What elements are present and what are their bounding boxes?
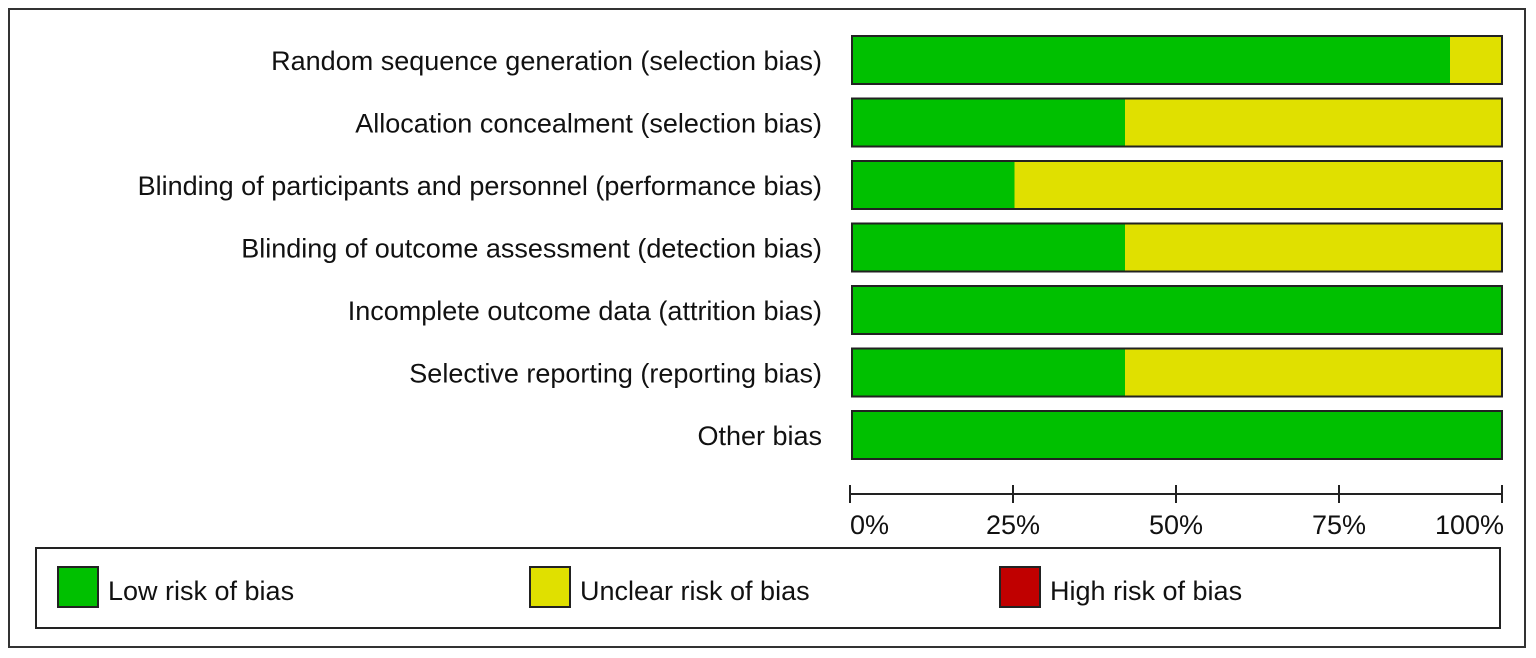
bar-segment-7-1 xyxy=(852,411,1502,459)
x-tick-label-3: 50% xyxy=(1149,510,1203,540)
category-label-1: Random sequence generation (selection bi… xyxy=(271,46,822,76)
category-label-4: Blinding of outcome assessment (detectio… xyxy=(241,234,822,264)
bar-segment-4-2 xyxy=(1125,223,1502,272)
legend-label-3: High risk of bias xyxy=(1050,576,1242,606)
bar-outline-6 xyxy=(851,347,1503,398)
bar-group xyxy=(851,35,1503,460)
legend-box xyxy=(35,547,1501,629)
bar-segment-3-2 xyxy=(1014,161,1502,209)
legend: Low risk of bias Unclear risk of bias High… xyxy=(35,547,1501,629)
legend-swatch-1 xyxy=(57,566,99,608)
bar-segment-3-1 xyxy=(852,161,1015,209)
category-label-3: Blinding of participants and personnel (… xyxy=(138,171,822,201)
bar-segment-1-2 xyxy=(1450,36,1502,84)
bar-segment-2-2 xyxy=(1125,98,1502,147)
category-label-5: Incomplete outcome data (attrition bias) xyxy=(348,296,822,326)
legend-swatch-2 xyxy=(529,566,571,608)
bar-outline-1 xyxy=(851,35,1503,85)
bar-outline-3 xyxy=(851,160,1503,210)
bar-segment-6-1 xyxy=(852,348,1125,397)
bar-segment-1-1 xyxy=(852,36,1450,84)
x-tick-label-5: 100% xyxy=(1435,510,1504,540)
legend-label-1: Low risk of bias xyxy=(108,576,294,606)
category-label-2: Allocation concealment (selection bias) xyxy=(355,109,822,139)
x-tick-label-4: 75% xyxy=(1312,510,1366,540)
bar-segment-4-1 xyxy=(852,223,1125,272)
bar-outline-5 xyxy=(851,285,1503,335)
category-labels: Random sequence generation (selection bi… xyxy=(138,46,822,451)
x-axis: 0% 25% 50% 75% 100% xyxy=(849,485,1504,540)
bar-segment-6-2 xyxy=(1125,348,1502,397)
category-label-7: Other bias xyxy=(697,421,822,451)
bar-segment-2-1 xyxy=(852,98,1125,147)
legend-label-2: Unclear risk of bias xyxy=(580,576,810,606)
bar-outline-2 xyxy=(851,97,1503,148)
bar-outline-4 xyxy=(851,222,1503,273)
x-tick-label-1: 0% xyxy=(850,510,889,540)
bar-outline-7 xyxy=(851,410,1503,460)
bar-segment-5-1 xyxy=(852,286,1502,334)
category-label-6: Selective reporting (reporting bias) xyxy=(409,359,822,389)
x-tick-label-2: 25% xyxy=(986,510,1040,540)
legend-swatch-3 xyxy=(999,566,1041,608)
